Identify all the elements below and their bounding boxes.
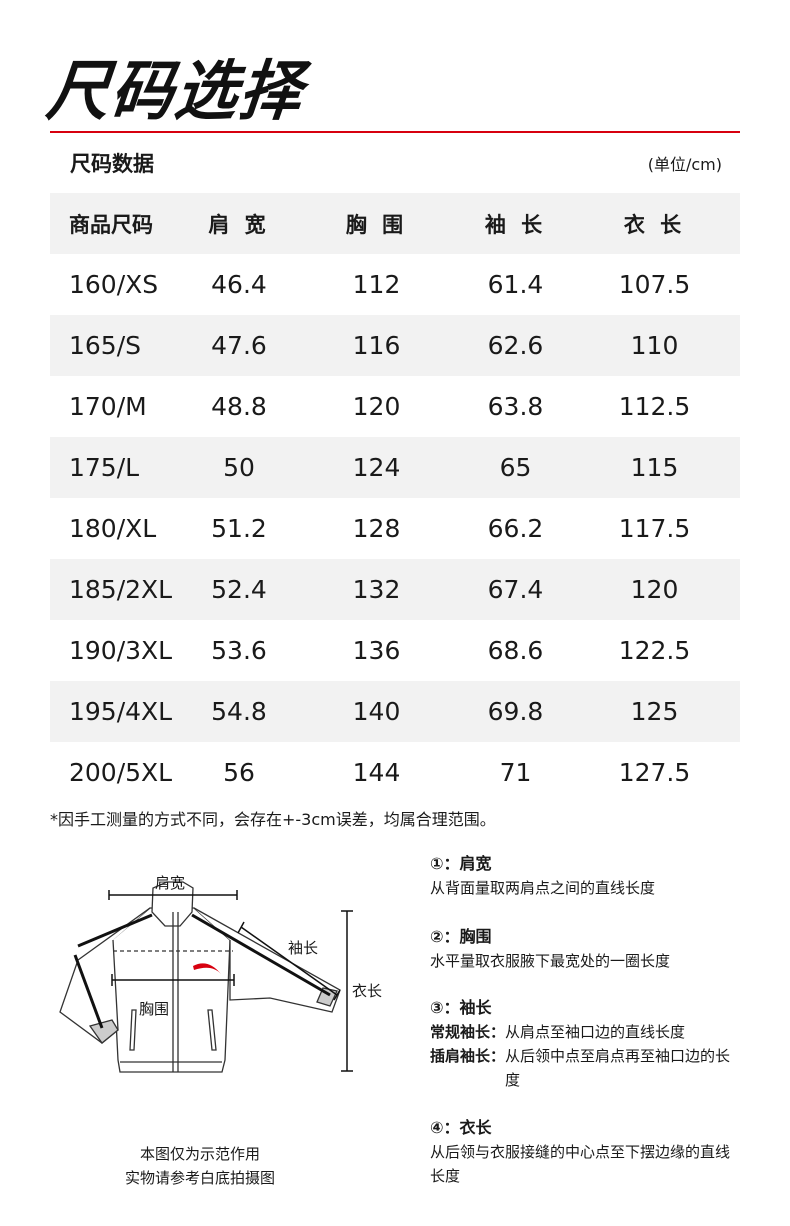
table-row: 180/XL 51.2 128 66.2 117.5 bbox=[50, 498, 740, 559]
caption-line: 本图仅为示范作用 bbox=[139, 1145, 260, 1163]
table-cell: 200/5XL bbox=[69, 758, 173, 787]
sub-label: 常规袖长： bbox=[430, 1023, 506, 1041]
table-cell: 128 bbox=[352, 514, 401, 543]
page-title: 尺码选择 bbox=[43, 52, 308, 130]
jacket-diagram: 肩宽 胸围 袖长 衣长 bbox=[40, 840, 400, 1140]
table-cell: 120 bbox=[352, 392, 401, 421]
definition-text: 从后领中点至肩点再至袖口边的长度 bbox=[505, 1047, 731, 1089]
table-cell: 61.4 bbox=[487, 270, 544, 299]
table-row: 200/5XL 56 144 71 127.5 bbox=[50, 742, 740, 803]
table-cell: 180/XL bbox=[69, 514, 157, 543]
table-header: 商品尺码 肩 宽 胸 围 袖 长 衣 长 bbox=[50, 193, 740, 254]
table-cell: 165/S bbox=[69, 331, 142, 360]
table-cell: 144 bbox=[352, 758, 401, 787]
header-cell: 袖 长 bbox=[484, 212, 547, 237]
header-cell: 肩 宽 bbox=[208, 212, 270, 237]
table-cell: 127.5 bbox=[618, 758, 691, 787]
definition-sleeve: ③：袖长 常规袖长： 从肩点至袖口边的直线长度 插肩袖长： 从后领中点至肩点再至袖口… bbox=[430, 996, 740, 1092]
table-cell: 50 bbox=[223, 453, 255, 482]
shoulder-label: 肩宽 bbox=[155, 874, 186, 892]
table-cell: 125 bbox=[630, 697, 679, 726]
table-cell: 47.6 bbox=[211, 331, 267, 360]
table-row: 190/3XL 53.6 136 68.6 122.5 bbox=[50, 620, 740, 681]
header-cell: 胸 围 bbox=[345, 212, 408, 237]
table-cell: 68.6 bbox=[487, 636, 544, 665]
definition-text: 从肩点至袖口边的直线长度 bbox=[505, 1023, 686, 1041]
table-cell: 120 bbox=[630, 575, 679, 604]
definition-length: ④：衣长 从后领与衣服接缝的中心点至下摆边缘的直线长度 bbox=[430, 1116, 740, 1188]
table-cell: 185/2XL bbox=[69, 575, 173, 604]
table-cell: 53.6 bbox=[211, 636, 267, 665]
definition-text: 从背面量取两肩点之间的直线长度 bbox=[430, 879, 656, 897]
diagram-caption: 本图仅为示范作用 实物请参考白底拍摄图 bbox=[40, 1142, 360, 1190]
table-cell: 67.4 bbox=[487, 575, 544, 604]
table-cell: 175/L bbox=[69, 453, 140, 482]
table-cell: 46.4 bbox=[211, 270, 267, 299]
table-cell: 71 bbox=[499, 758, 532, 787]
table-cell: 63.8 bbox=[487, 392, 544, 421]
brand-logo-icon bbox=[193, 963, 221, 974]
table-cell: 195/4XL bbox=[69, 697, 173, 726]
table-cell: 54.8 bbox=[211, 697, 267, 726]
table-cell: 107.5 bbox=[618, 270, 691, 299]
table-cell: 124 bbox=[352, 453, 401, 482]
table-cell: 140 bbox=[352, 697, 401, 726]
table-cell: 51.2 bbox=[211, 514, 267, 543]
table-cell: 160/XS bbox=[69, 270, 159, 299]
definition-text: 水平量取衣服腋下最宽处的一圈长度 bbox=[430, 952, 671, 970]
table-cell: 48.8 bbox=[211, 392, 267, 421]
definition-heading: ③：袖长 bbox=[430, 998, 492, 1017]
definition-heading: ②：胸围 bbox=[430, 927, 492, 946]
table-cell: 65 bbox=[499, 453, 532, 482]
table-cell: 112.5 bbox=[618, 392, 691, 421]
length-label: 衣长 bbox=[352, 982, 383, 1000]
definition-text: 从后领与衣服接缝的中心点至下摆边缘的直线长度 bbox=[430, 1143, 731, 1185]
sleeve-label: 袖长 bbox=[288, 939, 319, 957]
table-cell: 52.4 bbox=[211, 575, 267, 604]
table-cell: 66.2 bbox=[487, 514, 544, 543]
table-row: 175/L 50 124 65 115 bbox=[50, 437, 740, 498]
unit-label: (单位/cm) bbox=[647, 155, 722, 174]
sub-label: 插肩袖长： bbox=[430, 1047, 506, 1065]
table-row: 160/XS 46.4 112 61.4 107.5 bbox=[50, 254, 740, 315]
header-cell: 衣 长 bbox=[623, 212, 686, 237]
table-row: 170/M 48.8 120 63.8 112.5 bbox=[50, 376, 740, 437]
caption-line: 实物请参考白底拍摄图 bbox=[124, 1169, 275, 1187]
table-row: 195/4XL 54.8 140 69.8 125 bbox=[50, 681, 740, 742]
table-cell: 136 bbox=[352, 636, 401, 665]
header-cell: 商品尺码 bbox=[69, 212, 153, 237]
divider bbox=[50, 131, 740, 133]
table-row: 165/S 47.6 116 62.6 110 bbox=[50, 315, 740, 376]
table-cell: 56 bbox=[223, 758, 255, 787]
jacket-illustration bbox=[59, 881, 353, 1073]
definition-heading: ①：肩宽 bbox=[430, 854, 492, 873]
table-cell: 69.8 bbox=[487, 697, 544, 726]
table-cell: 170/M bbox=[69, 392, 147, 421]
table-cell: 110 bbox=[630, 331, 679, 360]
table-cell: 122.5 bbox=[618, 636, 691, 665]
definition-chest: ②：胸围 水平量取衣服腋下最宽处的一圈长度 bbox=[430, 925, 670, 973]
table-cell: 132 bbox=[352, 575, 401, 604]
section-title: 尺码数据 bbox=[70, 152, 154, 176]
definition-heading: ④：衣长 bbox=[430, 1118, 492, 1137]
size-table: 商品尺码 肩 宽 胸 围 袖 长 衣 长 160/XS 46.4 112 61.4 10… bbox=[50, 193, 740, 803]
table-cell: 117.5 bbox=[618, 514, 691, 543]
table-cell: 115 bbox=[630, 453, 679, 482]
table-cell: 116 bbox=[352, 331, 401, 360]
measurement-note: *因手工测量的方式不同，会存在+-3cm误差，均属合理范围。 bbox=[50, 810, 496, 829]
table-cell: 112 bbox=[352, 270, 401, 299]
table-cell: 62.6 bbox=[487, 331, 544, 360]
definition-shoulder: ①：肩宽 从背面量取两肩点之间的直线长度 bbox=[430, 852, 655, 900]
table-row: 185/2XL 52.4 132 67.4 120 bbox=[50, 559, 740, 620]
chest-label: 胸围 bbox=[139, 1000, 170, 1018]
table-cell: 190/3XL bbox=[69, 636, 173, 665]
